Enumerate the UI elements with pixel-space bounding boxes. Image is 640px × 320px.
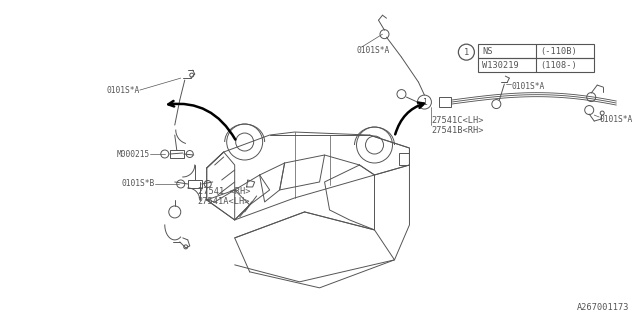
Circle shape: [417, 95, 431, 109]
Text: (-110B): (-110B): [540, 47, 577, 56]
Circle shape: [458, 44, 474, 60]
Text: M000215: M000215: [116, 149, 150, 158]
Text: NS: NS: [483, 47, 493, 56]
Bar: [478, 44, 594, 58]
Bar: [440, 97, 451, 107]
Bar: [188, 180, 202, 188]
Text: 0101S*A: 0101S*A: [107, 85, 140, 95]
Text: 1: 1: [464, 48, 469, 57]
Text: 27541B<RH>: 27541B<RH>: [431, 125, 484, 134]
Text: A267001173: A267001173: [577, 303, 629, 312]
Text: 27541C<LH>: 27541C<LH>: [431, 116, 484, 124]
Text: 27541 <RH>: 27541 <RH>: [198, 188, 250, 196]
Text: 0101S*B: 0101S*B: [122, 180, 155, 188]
Bar: [478, 58, 594, 72]
Bar: [399, 153, 410, 165]
Text: 1: 1: [422, 98, 427, 107]
Text: W130219: W130219: [483, 60, 519, 70]
Text: 0101S*A: 0101S*A: [511, 82, 545, 91]
Text: 0101S*A: 0101S*A: [356, 46, 390, 55]
Text: 27541A<LH>: 27541A<LH>: [198, 197, 250, 206]
Text: (1108-): (1108-): [540, 60, 577, 70]
Bar: [170, 150, 184, 158]
Text: 0101S*A: 0101S*A: [599, 115, 632, 124]
